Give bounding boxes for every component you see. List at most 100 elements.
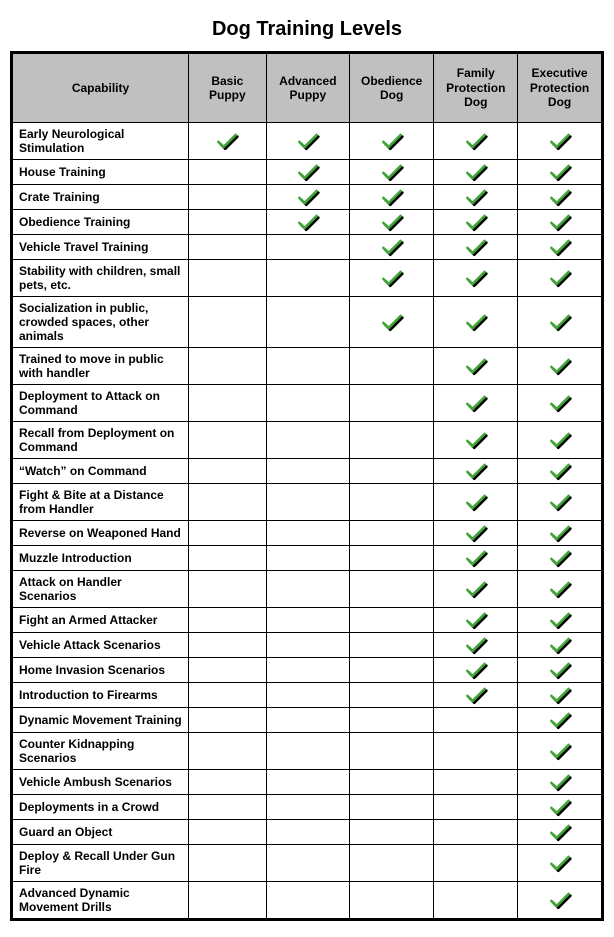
check-cell [518, 123, 603, 160]
check-cell [434, 633, 518, 658]
capability-label: Recall from Deployment on Command [12, 422, 189, 459]
check-cell [518, 521, 603, 546]
table-row: Obedience Training [12, 210, 603, 235]
check-cell [350, 733, 434, 770]
check-cell [188, 521, 266, 546]
check-cell [434, 546, 518, 571]
check-icon [379, 312, 405, 332]
check-cell [266, 185, 349, 210]
table-row: Introduction to Firearms [12, 683, 603, 708]
check-cell [518, 658, 603, 683]
capability-label: “Watch” on Command [12, 459, 189, 484]
check-icon [463, 610, 489, 630]
check-cell [518, 733, 603, 770]
check-icon [463, 685, 489, 705]
capability-label: Trained to move in public with handler [12, 348, 189, 385]
check-cell [518, 845, 603, 882]
check-icon [547, 356, 573, 376]
table-row: Trained to move in public with handler [12, 348, 603, 385]
capability-label: Obedience Training [12, 210, 189, 235]
capability-label: Deploy & Recall Under Gun Fire [12, 845, 189, 882]
check-icon [547, 461, 573, 481]
table-row: Deploy & Recall Under Gun Fire [12, 845, 603, 882]
check-cell [188, 422, 266, 459]
check-cell [518, 571, 603, 608]
check-cell [188, 348, 266, 385]
table-row: Vehicle Attack Scenarios [12, 633, 603, 658]
check-cell [434, 708, 518, 733]
capability-label: Stability with children, small pets, etc… [12, 260, 189, 297]
check-cell [518, 422, 603, 459]
check-cell [434, 348, 518, 385]
check-cell [518, 882, 603, 920]
check-cell [350, 770, 434, 795]
capability-label: House Training [12, 160, 189, 185]
check-cell [350, 845, 434, 882]
check-icon [379, 131, 405, 151]
check-cell [350, 882, 434, 920]
check-cell [188, 235, 266, 260]
check-icon [547, 237, 573, 257]
check-cell [518, 459, 603, 484]
check-cell [350, 633, 434, 658]
check-cell [188, 770, 266, 795]
check-cell [188, 571, 266, 608]
check-cell [518, 795, 603, 820]
capability-label: Deployment to Attack on Command [12, 385, 189, 422]
check-icon [547, 635, 573, 655]
check-cell [434, 185, 518, 210]
capability-label: Crate Training [12, 185, 189, 210]
check-cell [518, 708, 603, 733]
check-icon [547, 268, 573, 288]
check-cell [188, 123, 266, 160]
check-cell [350, 459, 434, 484]
table-row: Advanced Dynamic Movement Drills [12, 882, 603, 920]
table-row: House Training [12, 160, 603, 185]
table-row: Early Neurological Stimulation [12, 123, 603, 160]
col-executive-protection: Executive Protection Dog [518, 53, 603, 123]
check-cell [518, 160, 603, 185]
table-row: Crate Training [12, 185, 603, 210]
table-row: Socialization in public, crowded spaces,… [12, 297, 603, 348]
col-basic-puppy: Basic Puppy [188, 53, 266, 123]
table-row: Vehicle Travel Training [12, 235, 603, 260]
check-icon [463, 356, 489, 376]
table-row: Deployments in a Crowd [12, 795, 603, 820]
table-row: Home Invasion Scenarios [12, 658, 603, 683]
check-cell [434, 770, 518, 795]
check-icon [547, 523, 573, 543]
check-icon [379, 187, 405, 207]
check-icon [547, 797, 573, 817]
check-cell [188, 820, 266, 845]
capability-label: Reverse on Weaponed Hand [12, 521, 189, 546]
check-cell [266, 608, 349, 633]
check-cell [434, 385, 518, 422]
check-cell [350, 422, 434, 459]
check-cell [266, 658, 349, 683]
check-icon [379, 237, 405, 257]
check-cell [266, 210, 349, 235]
check-cell [188, 385, 266, 422]
check-cell [188, 733, 266, 770]
check-cell [518, 385, 603, 422]
check-cell [350, 546, 434, 571]
check-cell [188, 608, 266, 633]
check-cell [266, 297, 349, 348]
check-cell [188, 459, 266, 484]
check-icon [463, 162, 489, 182]
check-cell [434, 733, 518, 770]
check-cell [434, 260, 518, 297]
check-icon [547, 393, 573, 413]
check-icon [547, 187, 573, 207]
check-icon [295, 131, 321, 151]
check-cell [350, 385, 434, 422]
check-cell [188, 845, 266, 882]
check-icon [463, 461, 489, 481]
capability-label: Fight & Bite at a Distance from Handler [12, 484, 189, 521]
check-icon [547, 890, 573, 910]
table-row: Fight & Bite at a Distance from Handler [12, 484, 603, 521]
check-icon [463, 131, 489, 151]
check-cell [434, 210, 518, 235]
check-cell [518, 484, 603, 521]
capability-label: Guard an Object [12, 820, 189, 845]
